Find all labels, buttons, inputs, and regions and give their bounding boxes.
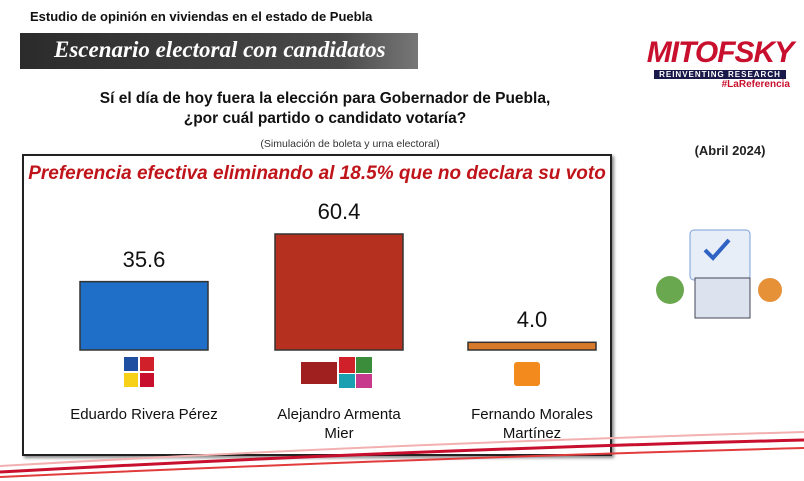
party-logo [514, 362, 540, 386]
party-logo [339, 374, 355, 388]
question-line: Sí el día de hoy fuera la elección para … [99, 90, 551, 107]
bar [79, 280, 209, 351]
date: (Abril 2024) [694, 143, 766, 158]
bar [274, 233, 404, 351]
footer-swooshes [0, 431, 804, 478]
logo-hashtag: #LaReferencia [721, 79, 790, 90]
value-label: 4.0 [516, 307, 548, 333]
logo: MITOFSKY REINVENTING RESEARCH #LaReferen… [640, 18, 800, 90]
party-logo [140, 373, 154, 387]
chart-title: Preferencia efectiva eliminando al 18.5%… [28, 163, 606, 184]
illustration-person [758, 278, 782, 302]
category-label: Fernando Morales Martínez [471, 406, 593, 442]
study-title: Estudio de opinión en viviendas en el es… [30, 9, 373, 24]
illustration-box [694, 277, 751, 319]
logo-name: MITOFSKY [646, 36, 794, 69]
vote-illustration [656, 229, 782, 319]
bar [467, 341, 597, 351]
banner: Escenario electoral con candidatos [20, 33, 418, 69]
note: (Simulación de boleta y urna electoral) [260, 138, 440, 150]
party-logos [124, 357, 540, 388]
illustration-check [703, 238, 731, 261]
logo-tagline: REINVENTING RESEARCH [654, 70, 786, 79]
question-line: ¿por cuál partido o candidato votaría? [183, 110, 467, 127]
party-logo [356, 374, 372, 388]
party-logo [124, 357, 138, 371]
party-logo [140, 357, 154, 371]
category-label: Eduardo Rivera Pérez [70, 406, 218, 423]
value-label: 60.4 [317, 199, 361, 224]
category-label: Alejandro Armenta Mier [277, 406, 401, 442]
party-logo [301, 362, 337, 384]
banner-text: Escenario electoral con candidatos [54, 37, 386, 62]
party-logo [339, 357, 355, 373]
value-label: 35.6 [122, 246, 166, 272]
party-logo [356, 357, 372, 373]
illustration-plant [656, 276, 684, 304]
party-logo [124, 373, 138, 387]
